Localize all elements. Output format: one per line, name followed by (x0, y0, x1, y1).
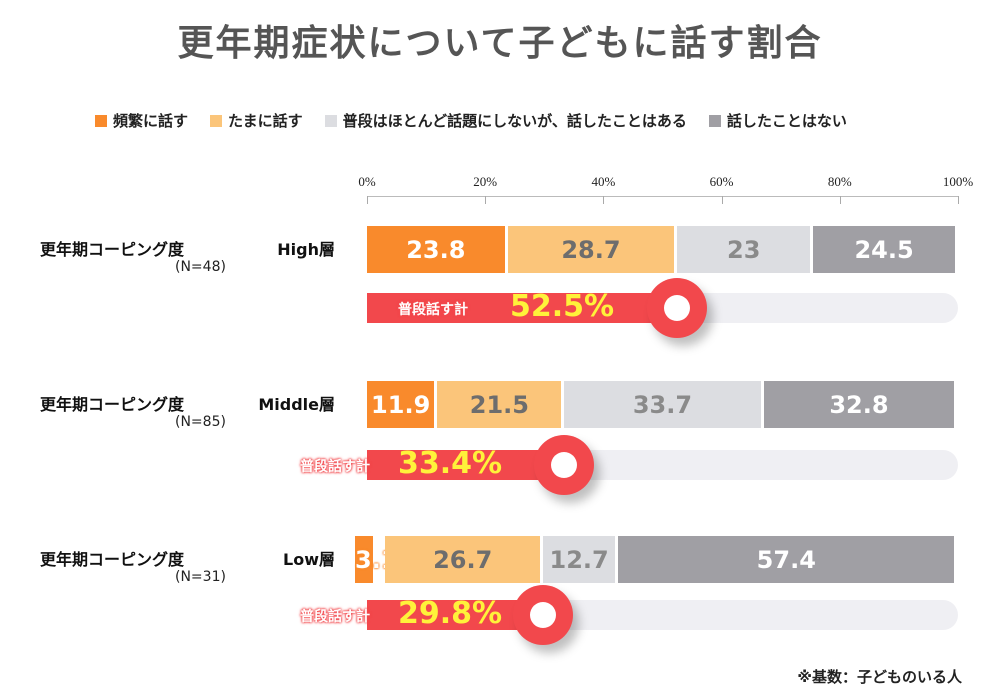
total-bar (367, 293, 678, 323)
legend-item: たまに話す (210, 110, 303, 131)
legend-swatch (210, 114, 223, 127)
total-label: 普段話す計 (398, 302, 468, 318)
row-label-text: 更年期コーピング度 (40, 550, 185, 569)
x-tick-mark (839, 196, 841, 204)
bar-segment: 26.7 (385, 536, 541, 583)
legend-swatch (708, 114, 721, 127)
x-tick-mark (367, 196, 368, 204)
x-tick-mark (958, 196, 959, 204)
legend-label: たまに話す (228, 112, 303, 130)
bar-segment: 12.7 (543, 536, 616, 583)
row-level: High層 (277, 240, 335, 259)
x-tick-label: 40% (591, 174, 616, 189)
x-tick-label: 80% (827, 174, 852, 189)
legend-swatch (324, 114, 337, 127)
total-value: 33.4% (398, 446, 503, 481)
axis-line (367, 196, 958, 197)
x-tick-mark (603, 196, 605, 204)
row-label-text: 更年期コーピング度 (40, 395, 185, 414)
chart-title: 更年期症状について子どもに話す割合 (177, 23, 823, 64)
bar-segment: 23.8 (367, 226, 505, 273)
bar-segment: 33.7 (564, 381, 761, 428)
legend-item: 話したことはない (708, 110, 847, 131)
bar-segment: 3.1 (355, 536, 398, 583)
row-label: 更年期コーピング度 High層 (40, 236, 335, 260)
row-n: (N=48) (175, 259, 226, 275)
row-label: 更年期コーピング度 Low層 (40, 546, 335, 570)
bar-segment: 28.7 (507, 226, 675, 273)
total-label: 普段話す計 (300, 459, 370, 475)
x-tick-label: 100% (942, 174, 974, 189)
legend-label: 頻繁に話す (113, 112, 189, 130)
x-tick-label: 20% (473, 174, 498, 189)
total-knob (647, 278, 708, 338)
row-level: Low層 (283, 550, 335, 569)
bar-segment: 24.5 (813, 226, 955, 273)
total-value: 29.8% (398, 596, 503, 631)
total-knob (534, 435, 595, 495)
row-n: (N=31) (175, 569, 226, 585)
legend-item: 普段はほとんど話題にしないが、話したことはある (324, 110, 687, 131)
row-label-text: 更年期コーピング度 (40, 240, 185, 259)
total-label: 普段話す計 (300, 609, 370, 625)
total-bar (367, 450, 565, 480)
bar-segment: 23 (677, 226, 811, 273)
x-tick-label: 60% (709, 174, 734, 189)
bar-segment: 11.9 (367, 381, 435, 428)
legend: 頻繁に話す たまに話す 普段はほとんど話題にしないが、話したことはある 話したことはな… (95, 110, 847, 131)
bar-segment: 32.8 (763, 381, 955, 428)
x-tick-mark (485, 196, 487, 204)
bar-segment: 57.4 (618, 536, 955, 583)
row-level: Middle層 (258, 395, 335, 414)
legend-label: 普段はほとんど話題にしないが、話したことはある (342, 112, 687, 130)
legend-label: 話したことはない (726, 112, 847, 130)
x-tick-label: 0% (358, 174, 376, 189)
row-label: 更年期コーピング度 Middle層 (40, 391, 335, 415)
row-n: (N=85) (175, 414, 226, 430)
legend-item: 頻繁に話す (95, 110, 188, 131)
x-tick-mark (721, 196, 723, 204)
bar-segment: 21.5 (437, 381, 562, 428)
total-knob (513, 585, 574, 645)
base-note: ※基数：子どものいる人 (797, 668, 962, 686)
total-value: 52.5% (510, 289, 615, 324)
legend-swatch (95, 114, 107, 127)
